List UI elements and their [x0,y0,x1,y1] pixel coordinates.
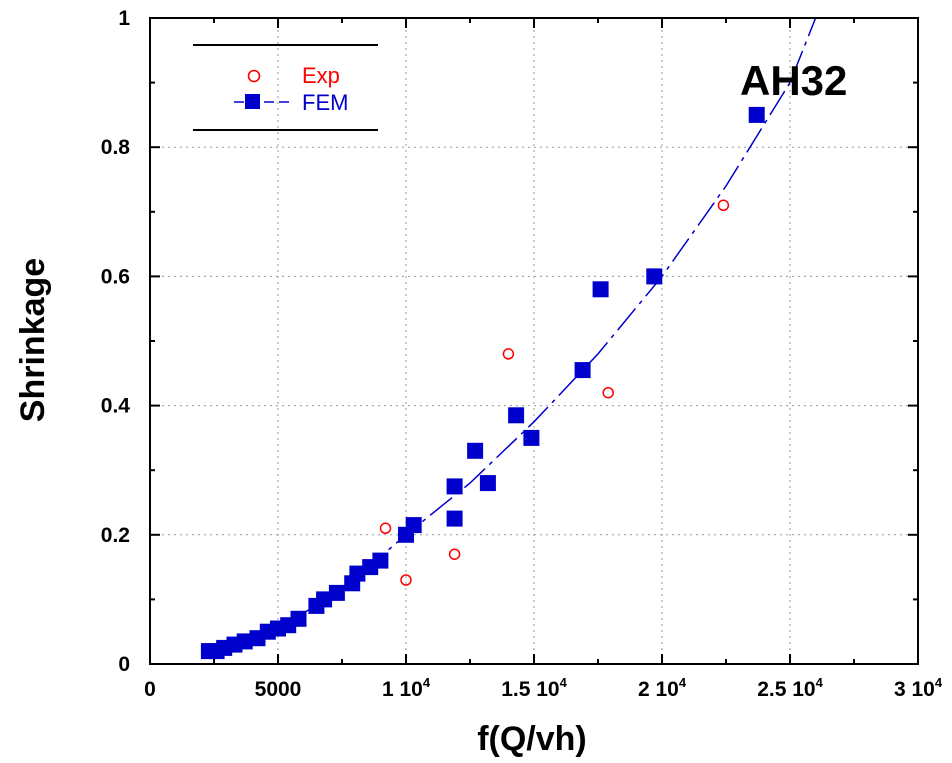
exp-point [448,548,461,560]
exp-point [602,386,614,399]
x-tick-label: 2 104 [638,675,687,701]
y-axis-title: Shrinkage [14,258,52,422]
y-tick-label: 0.6 [101,265,130,288]
fem-point [328,584,345,601]
fem-point [316,591,333,608]
x-tick-label: 1 104 [382,675,431,701]
y-tick-label: 0.4 [101,395,131,418]
fem-point [446,478,463,495]
fem-point [479,475,496,492]
axis-ticks [149,17,919,665]
fem-point [592,281,609,298]
fem-point [508,407,525,424]
fem-point [236,633,253,650]
fem-point [290,610,307,627]
fem-fit-line-group [208,17,817,656]
legend-exp-label: Exp [302,63,340,88]
x-tick-label: 5000 [255,678,302,701]
y-tick-label: 0.8 [101,136,131,159]
exp-point [717,199,730,212]
fem-point [467,442,484,459]
x-tick-label: 1.5 104 [501,675,567,701]
y-tick-label: 1 [118,7,130,30]
fem-point [372,552,389,569]
data-points-group [200,106,765,660]
fem-point [574,362,591,379]
y-tick-label: 0 [118,653,130,676]
y-tick-labels: 0 0.2 0.4 0.6 0.8 1 [101,7,131,676]
x-tick-label: 0 [144,678,156,701]
fem-point [523,429,540,446]
y-tick-label: 0.2 [101,524,130,547]
x-tick-labels: 0 5000 1 104 1.5 104 2 104 2.5 104 3 104 [144,675,943,701]
fem-point [446,510,463,527]
fem-point [748,106,765,123]
x-axis-title: f(Q/vh) [477,720,587,758]
exp-point [502,348,515,360]
fem-fit-line [208,17,817,656]
fem-point [349,565,366,582]
grid-lines [150,18,918,664]
fem-point [405,517,422,534]
exp-point [379,522,392,535]
material-annotation: AH32 [740,57,847,104]
fem-point [646,268,663,285]
x-tick-label: 3 104 [894,675,943,701]
legend-exp-marker [247,69,261,83]
exp-point [400,574,412,586]
legend-fem-label: FEM [302,90,348,115]
legend-fem-marker [245,94,260,109]
legend: Exp FEM [193,44,378,131]
x-tick-label: 2.5 104 [757,675,823,701]
